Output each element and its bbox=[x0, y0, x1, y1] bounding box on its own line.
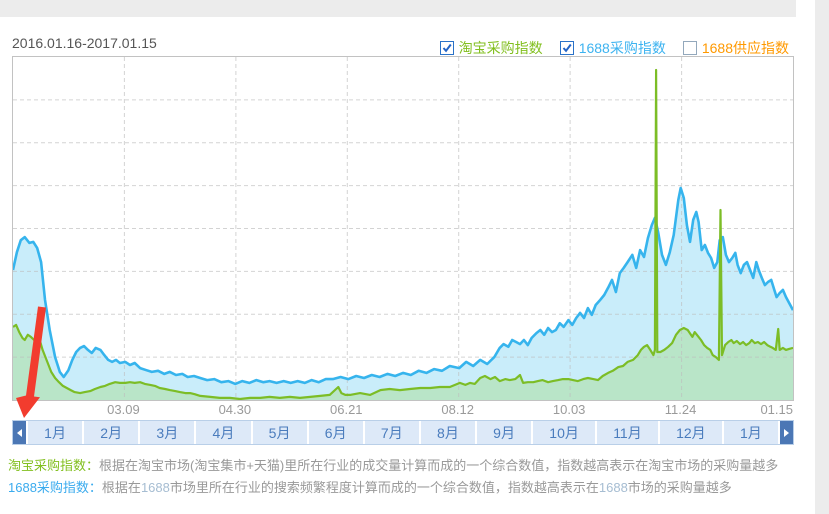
month-cell-2[interactable]: 2月 bbox=[84, 421, 139, 444]
footnote-text: 根据在 bbox=[101, 480, 141, 495]
area-taobao-caigou bbox=[13, 70, 793, 400]
month-cell-11[interactable]: 11月 bbox=[597, 421, 658, 444]
footnote-text: 市场的采购量越多 bbox=[627, 480, 732, 495]
legend-label: 1688供应指数 bbox=[701, 40, 789, 56]
month-cell-10[interactable]: 10月 bbox=[533, 421, 596, 444]
footnote-label: 淘宝采购指数： bbox=[8, 458, 100, 473]
month-cell-1[interactable]: 1月 bbox=[28, 421, 83, 444]
date-range-label: 2016.01.16-2017.01.15 bbox=[12, 35, 157, 51]
x-axis-tick: 06.21 bbox=[330, 402, 363, 417]
footnote-text: 市场里所在行业的搜索频繁程度计算而成的一个综合数值，指数越高表示在 bbox=[169, 480, 599, 495]
checked-checkbox-icon[interactable] bbox=[439, 41, 454, 55]
x-axis-tick: 01.15 bbox=[760, 402, 793, 417]
area-1688-caigou bbox=[13, 188, 793, 400]
month-cell-4[interactable]: 4月 bbox=[196, 421, 251, 444]
x-axis-tick: 04.30 bbox=[218, 402, 252, 417]
legend-item-0[interactable]: 淘宝采购指数 bbox=[439, 38, 543, 58]
gridlines bbox=[13, 57, 793, 400]
chevron-right-icon bbox=[783, 428, 789, 437]
chart-plot-area[interactable] bbox=[12, 56, 794, 401]
month-cell-3[interactable]: 3月 bbox=[140, 421, 195, 444]
x-axis-tick: 03.09 bbox=[107, 402, 140, 417]
footnote-text: 根据在淘宝市场(淘宝集市+天猫)里所在行业的成交量计算而成的一个综合数值，指数越… bbox=[99, 458, 779, 473]
checked-checkbox-icon[interactable] bbox=[559, 41, 574, 55]
month-cell-9[interactable]: 9月 bbox=[477, 421, 532, 444]
month-cell-8[interactable]: 8月 bbox=[420, 421, 475, 444]
month-cell-6[interactable]: 6月 bbox=[308, 421, 363, 444]
prev-month-button[interactable] bbox=[13, 421, 26, 444]
legend-label: 1688采购指数 bbox=[578, 40, 666, 56]
line-1688-caigou bbox=[13, 186, 793, 386]
x-axis-tick: 11.24 bbox=[664, 402, 697, 417]
chevron-left-icon bbox=[17, 428, 22, 437]
legend-item-2[interactable]: 1688供应指数 bbox=[682, 38, 789, 58]
month-cell-7[interactable]: 7月 bbox=[364, 421, 419, 444]
unchecked-checkbox-icon[interactable] bbox=[682, 41, 697, 55]
month-nav-bar: 1月 2月 3月 4月 5月 6月 7月 8月 9月 10月 11月 12月 1月 bbox=[12, 420, 794, 445]
line-taobao-caigou bbox=[13, 68, 793, 400]
month-cell-12[interactable]: 12月 bbox=[659, 421, 722, 444]
page-top-strip bbox=[0, 0, 796, 17]
footnote-text: 1688 bbox=[598, 480, 628, 495]
footnotes: 淘宝采购指数：根据在淘宝市场(淘宝集市+天猫)里所在行业的成交量计算而成的一个综… bbox=[8, 455, 778, 499]
scrollbar-track[interactable] bbox=[815, 0, 829, 514]
month-cell-5[interactable]: 5月 bbox=[252, 421, 307, 444]
legend-item-1[interactable]: 1688采购指数 bbox=[559, 38, 666, 58]
footnote-line-1: 1688采购指数：根据在1688市场里所在行业的搜索频繁程度计算而成的一个综合数… bbox=[8, 477, 778, 499]
trend-chart bbox=[13, 57, 793, 400]
x-axis-tick: 10.03 bbox=[552, 402, 586, 417]
legend-label: 淘宝采购指数 bbox=[458, 40, 543, 56]
x-axis-tick: 08.12 bbox=[441, 402, 474, 417]
next-month-button[interactable] bbox=[779, 421, 793, 444]
month-cell-13[interactable]: 1月 bbox=[723, 421, 778, 444]
footnote-line-0: 淘宝采购指数：根据在淘宝市场(淘宝集市+天猫)里所在行业的成交量计算而成的一个综… bbox=[8, 455, 778, 477]
legend: 淘宝采购指数 1688采购指数 1688供应指数 bbox=[439, 38, 789, 58]
footnote-text: 1688 bbox=[140, 480, 170, 495]
footnote-label: 1688采购指数： bbox=[8, 480, 102, 495]
